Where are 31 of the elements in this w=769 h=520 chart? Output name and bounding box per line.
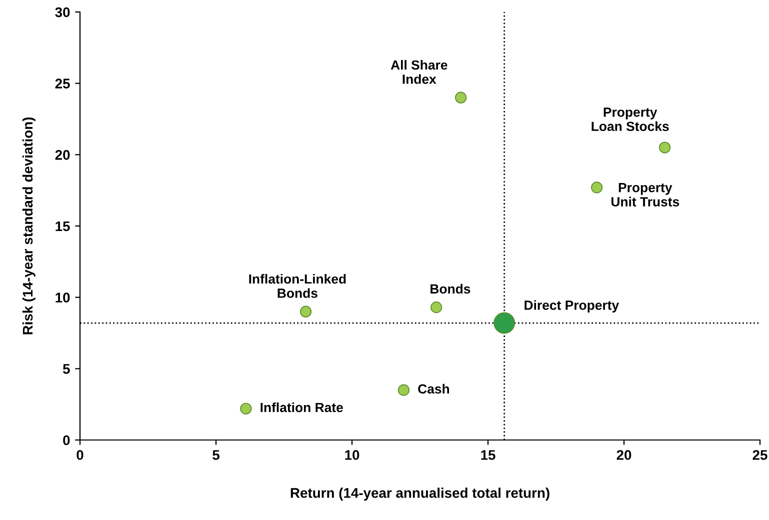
- series-label: All Share Index: [390, 60, 448, 84]
- series-label: Property Unit Trusts: [611, 183, 680, 206]
- point: [430, 302, 442, 314]
- y-tick-label: 25: [55, 78, 70, 89]
- y-tick-label: 15: [56, 221, 70, 232]
- point: [494, 312, 516, 334]
- series-label: Direct Property: [524, 300, 620, 312]
- y-axis-title: Risk (14-year standard deviation): [22, 117, 36, 334]
- x-tick-label: 0: [76, 450, 84, 460]
- series-label: Cash: [418, 384, 450, 394]
- x-tick-label: 15: [481, 450, 496, 460]
- series-label: Bonds: [430, 284, 470, 294]
- x-tick-label: 25: [752, 450, 768, 460]
- y-tick-label: 10: [56, 292, 70, 303]
- point: [300, 306, 312, 318]
- point: [659, 142, 671, 154]
- x-axis-title: Return (14-year annualised total return): [290, 488, 550, 501]
- y-tick-label: 5: [62, 364, 70, 374]
- point: [591, 182, 603, 194]
- y-tick-label: 0: [63, 435, 70, 446]
- x-tick-label: 5: [212, 450, 220, 460]
- series-label: Inflation-Linked Bonds: [249, 274, 346, 298]
- x-tick-label: 20: [616, 450, 632, 460]
- y-tick-label: 30: [55, 7, 70, 18]
- x-tick-label: 10: [345, 450, 360, 460]
- series-label: Inflation Rate: [260, 402, 343, 412]
- y-tick-label: 20: [55, 150, 70, 160]
- point: [240, 402, 252, 414]
- series-label: Property Loan Stocks: [592, 108, 669, 132]
- point: [455, 92, 467, 104]
- point: [398, 384, 410, 396]
